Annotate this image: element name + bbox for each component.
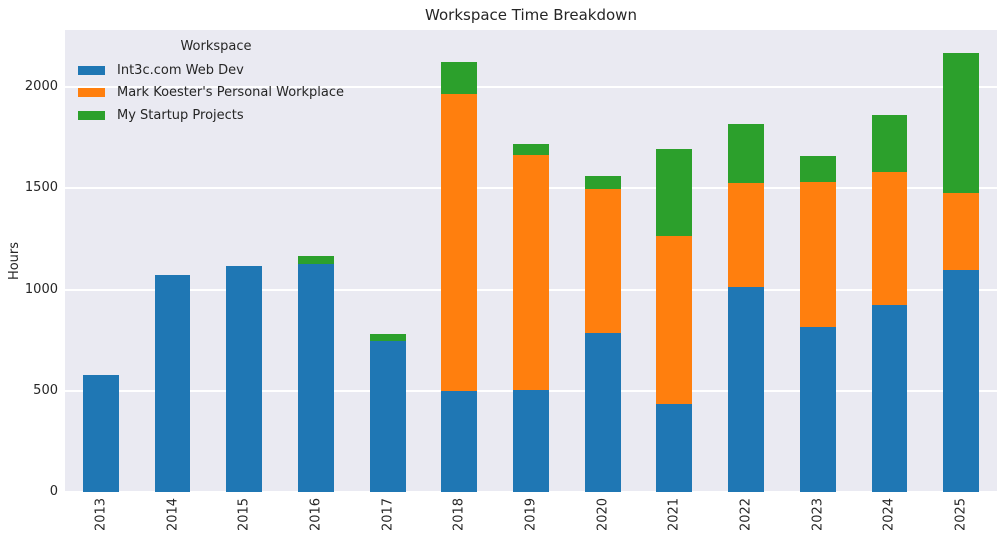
bar-segment xyxy=(799,182,836,327)
legend-item: My Startup Projects xyxy=(78,104,354,127)
bar-segment xyxy=(656,148,693,236)
y-tick-label: 1000 xyxy=(24,281,58,297)
bar-segment xyxy=(943,270,980,492)
bar-segment xyxy=(584,176,621,190)
legend-label: Mark Koester's Personal Workplace xyxy=(117,85,344,101)
legend-label: My Startup Projects xyxy=(117,107,244,123)
x-tick-label: 2015 xyxy=(236,497,252,532)
x-tick-label: 2019 xyxy=(523,497,539,532)
legend-swatch-icon xyxy=(78,88,105,98)
bar-segment xyxy=(656,235,693,404)
bar-segment xyxy=(154,275,191,492)
bar-segment xyxy=(513,154,549,390)
bar-segment xyxy=(298,264,334,492)
y-tick-label: 1500 xyxy=(24,180,58,196)
x-tick-label: 2018 xyxy=(451,497,467,532)
x-tick-label: 2020 xyxy=(595,497,611,532)
chart-title: Workspace Time Breakdown xyxy=(425,6,637,24)
bar-segment xyxy=(728,123,764,184)
x-tick-label: 2022 xyxy=(738,497,754,532)
bar-segment xyxy=(871,115,908,173)
plot-area xyxy=(65,30,997,493)
bar-segment xyxy=(728,286,764,492)
bar-segment xyxy=(943,193,980,271)
x-tick-label: 2021 xyxy=(666,497,682,532)
x-tick-label: 2017 xyxy=(380,497,396,532)
bar-segment xyxy=(369,334,406,342)
legend: Workspace Int3c.com Web Dev Mark Koester'… xyxy=(78,38,354,127)
bar-segment xyxy=(656,403,693,492)
bar-segment xyxy=(871,172,908,305)
bar-segment xyxy=(513,389,549,492)
bar-segment xyxy=(441,390,478,492)
x-tick-label: 2013 xyxy=(93,497,109,532)
y-tick-label: 0 xyxy=(49,484,58,499)
bar-segment xyxy=(799,327,836,492)
y-tick-label: 500 xyxy=(33,382,58,398)
bar-segment xyxy=(369,341,406,492)
bar-segment xyxy=(82,374,119,492)
bar-segment xyxy=(728,183,764,287)
x-tick-label: 2023 xyxy=(810,497,826,532)
gridline xyxy=(65,491,997,493)
x-tick-label: 2016 xyxy=(308,497,324,532)
bar-segment xyxy=(441,61,478,95)
legend-swatch-icon xyxy=(78,65,105,75)
legend-label: Int3c.com Web Dev xyxy=(117,62,244,78)
bar-segment xyxy=(584,333,621,492)
legend-title: Workspace xyxy=(180,39,252,54)
bar-segment xyxy=(799,155,836,183)
bar-segment xyxy=(871,304,908,492)
bar-segment xyxy=(513,143,549,155)
bar-segment xyxy=(226,266,263,492)
y-axis-label: Hours xyxy=(7,241,22,281)
x-tick-label: 2024 xyxy=(881,497,897,532)
bar-segment xyxy=(943,52,980,194)
x-tick-label: 2025 xyxy=(953,497,969,532)
bar-segment xyxy=(584,189,621,334)
x-tick-label: 2014 xyxy=(165,497,181,532)
legend-item: Mark Koester's Personal Workplace xyxy=(78,82,354,105)
legend-swatch-icon xyxy=(78,110,105,120)
legend-item: Int3c.com Web Dev xyxy=(78,59,354,82)
gridline xyxy=(65,86,997,89)
bar-segment xyxy=(298,256,334,265)
bar-segment xyxy=(441,94,478,391)
y-tick-label: 2000 xyxy=(24,79,58,95)
legend-items: Int3c.com Web Dev Mark Koester's Personal… xyxy=(78,59,354,127)
